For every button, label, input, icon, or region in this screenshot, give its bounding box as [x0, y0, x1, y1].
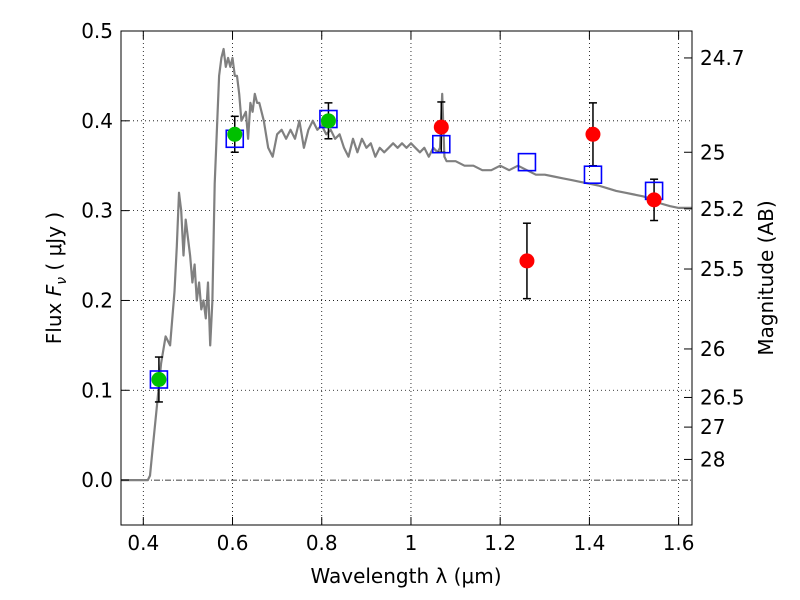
x-tick-label: 1.2 [484, 531, 516, 555]
model-photometry-square [149, 370, 169, 389]
y-tick-label: 0.2 [81, 288, 113, 312]
x-tick-label: 0.6 [217, 531, 249, 555]
x-tick-label: 1.6 [663, 531, 695, 555]
y2-tick-label: 28 [700, 447, 725, 471]
model-photometry-square [517, 152, 537, 172]
y2-axis-label: Magnitude (AB) [754, 200, 778, 355]
x-axis-label: Wavelength λ (μm) [310, 564, 501, 588]
y-tick-label: 0.0 [81, 468, 113, 492]
green-data-point [227, 126, 243, 142]
model-spectrum-line [121, 47, 692, 482]
model-photometry-square [583, 165, 603, 185]
y-axis-ticks: 0.0 0.1 0.2 0.3 0.4 0.5 [81, 19, 129, 492]
plot-frame [120, 30, 693, 526]
y-axis-label-prefix: Flux [42, 296, 66, 344]
green-data-point [151, 371, 167, 387]
y-axis-label-subscript: ν [54, 277, 70, 285]
x-tick-label: 0.8 [306, 531, 338, 555]
red-data-point [585, 126, 601, 142]
y-tick-label: 0.1 [81, 378, 113, 402]
red-data-point [646, 192, 662, 208]
x-axis-ticks: 0.4 0.6 0.8 1 1.2 1.4 1.6 [127, 31, 695, 555]
model-photometry-square [431, 134, 451, 154]
y2-tick-label: 25.2 [700, 197, 745, 221]
y2-tick-label: 26.5 [700, 385, 745, 409]
observed-photometry-layer [151, 113, 662, 387]
y-axis-label-suffix: ( μJy ) [42, 212, 66, 277]
y-axis-label: Flux Fν ( μJy ) [42, 212, 70, 344]
model-spectrum-layer [121, 47, 692, 482]
x-tick-label: 1.4 [573, 531, 605, 555]
y-axis-label-symbol: F [42, 284, 66, 296]
red-data-point [519, 253, 535, 269]
y-tick-label: 0.4 [81, 109, 113, 133]
y2-tick-label: 26 [700, 337, 725, 361]
y2-tick-label: 25.5 [700, 257, 745, 281]
x-tick-label: 1 [405, 531, 418, 555]
y2-tick-label: 24.7 [700, 46, 745, 70]
y2-tick-label: 27 [700, 415, 725, 439]
y2-axis-ticks: 24.7 25 25.2 25.5 26 26.5 27 28 [684, 46, 745, 471]
y2-tick-label: 25 [700, 140, 725, 164]
red-data-point [433, 119, 449, 135]
green-data-point [320, 113, 336, 129]
x-tick-label: 0.4 [127, 531, 159, 555]
y-tick-label: 0.3 [81, 199, 113, 223]
y-tick-label: 0.5 [81, 19, 113, 43]
